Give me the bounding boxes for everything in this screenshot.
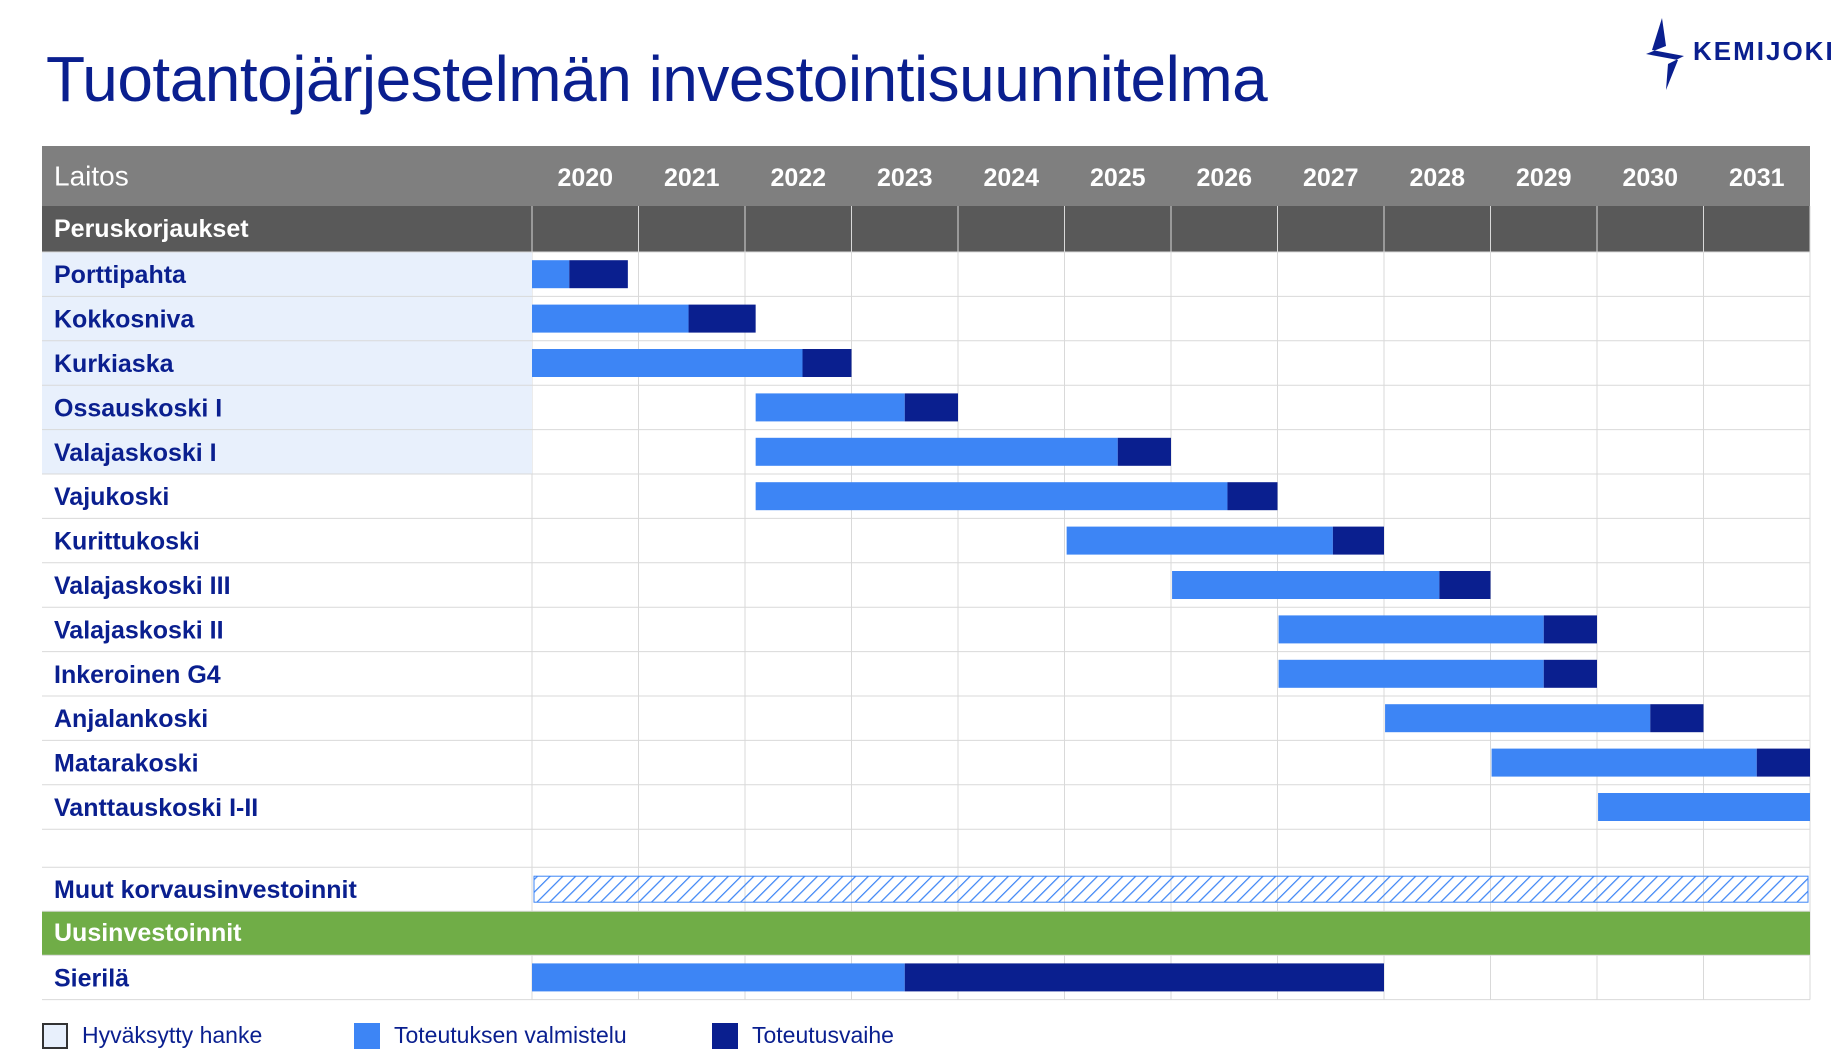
execution-bar	[1756, 748, 1810, 777]
approved-highlight	[42, 429, 532, 474]
preparation-bar	[1066, 526, 1333, 555]
legend-swatch-preparation	[354, 1022, 380, 1049]
preparation-bar	[532, 260, 570, 289]
preparation-bar	[1598, 793, 1810, 821]
logo-text: KEMIJOKI	[1693, 36, 1835, 66]
legend-label: Toteutusvaihe	[752, 1022, 894, 1048]
execution-bar	[1543, 659, 1597, 688]
year-tick-label: 2020	[557, 164, 613, 192]
task-label: Valajaskoski I	[54, 439, 217, 467]
legend-item-preparation: Toteutuksen valmistelu	[354, 1022, 627, 1049]
task-label: Sierilä	[54, 964, 129, 992]
section-label: Peruskorjaukset	[54, 215, 249, 243]
year-tick-label: 2027	[1303, 164, 1359, 192]
year-tick-label: 2030	[1622, 164, 1678, 192]
page-title: Tuotantojärjestelmän investointisuunnite…	[46, 43, 1268, 115]
execution-bar	[1117, 437, 1171, 466]
header-row	[42, 146, 1810, 206]
legend-label: Hyväksytty hanke	[82, 1022, 263, 1048]
legend-item-approved: Hyväksytty hanke	[42, 1022, 262, 1049]
task-label: Muut korvausinvestoinnit	[54, 876, 357, 904]
year-tick-label: 2022	[770, 164, 826, 192]
execution-bar	[802, 349, 852, 377]
header-label: Laitos	[54, 161, 129, 192]
legend-label: Toteutuksen valmistelu	[394, 1022, 627, 1048]
task-label: Kokkosniva	[54, 306, 195, 334]
preparation-bar	[1278, 659, 1544, 688]
approved-highlight	[42, 385, 532, 430]
kemijoki-bolt-logo-icon	[1646, 18, 1684, 90]
approved-highlight	[42, 296, 532, 341]
year-tick-label: 2028	[1409, 164, 1465, 192]
section-band	[42, 911, 1810, 956]
execution-bar	[1543, 615, 1597, 644]
section-label: Uusinvestoinnit	[54, 919, 242, 947]
execution-bar	[904, 393, 958, 422]
task-label: Porttipahta	[54, 261, 187, 289]
execution-bar	[1227, 482, 1278, 511]
task-label: Vajukoski	[54, 483, 169, 511]
preparation-bar	[532, 304, 689, 333]
task-label: Kurittukoski	[54, 528, 200, 556]
task-label: Ossauskoski I	[54, 394, 222, 422]
task-label: Vanttauskoski I-II	[54, 794, 258, 822]
execution-bar	[904, 963, 1384, 992]
execution-bar	[1439, 571, 1491, 599]
execution-bar	[1650, 704, 1704, 733]
year-tick-label: 2021	[664, 164, 720, 192]
year-tick-label: 2026	[1196, 164, 1252, 192]
year-tick-label: 2029	[1516, 164, 1572, 192]
approved-highlight	[42, 252, 532, 297]
section-band	[42, 206, 1810, 252]
preparation-bar	[1172, 571, 1440, 599]
year-tick-label: 2025	[1090, 164, 1146, 192]
legend-swatch-execution	[712, 1022, 738, 1049]
task-label: Anjalankoski	[54, 705, 208, 733]
preparation-bar	[755, 437, 1118, 466]
task-label: Inkeroinen G4	[54, 661, 221, 689]
year-tick-label: 2023	[877, 164, 933, 192]
legend-item-execution: Toteutusvaihe	[712, 1022, 894, 1049]
task-label: Valajaskoski II	[54, 616, 224, 644]
ongoing-hatched-bar	[533, 875, 1809, 903]
kemijoki-logo: KEMIJOKI	[1640, 16, 1840, 92]
task-label: Valajaskoski III	[54, 572, 231, 600]
preparation-bar	[1385, 704, 1651, 733]
legend-swatch-approved	[42, 1022, 68, 1049]
task-label: Kurkiaska	[54, 350, 175, 378]
execution-bar	[569, 260, 628, 289]
task-label: Matarakoski	[54, 750, 199, 778]
preparation-bar	[532, 963, 905, 992]
preparation-bar	[532, 349, 803, 377]
preparation-bar	[755, 482, 1228, 511]
preparation-bar	[755, 393, 905, 422]
year-tick-label: 2031	[1729, 164, 1785, 192]
approved-highlight	[42, 340, 532, 386]
preparation-bar	[1491, 748, 1757, 777]
execution-bar	[1332, 526, 1384, 555]
preparation-bar	[1278, 615, 1544, 644]
execution-bar	[688, 304, 756, 333]
year-tick-label: 2024	[983, 164, 1039, 192]
